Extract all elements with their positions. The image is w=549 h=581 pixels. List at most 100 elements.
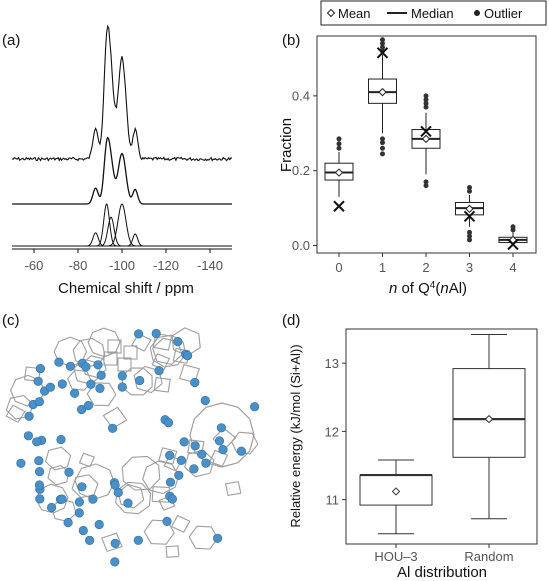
panel-label-a: (a) (2, 32, 21, 49)
al-atom (214, 436, 225, 446)
x-tick-label: 3 (466, 260, 473, 275)
box-mean (465, 204, 474, 214)
al-atom (94, 519, 104, 530)
al-atom (69, 388, 80, 398)
framework-ring (44, 446, 72, 471)
al-atom (179, 437, 189, 447)
framework-ring (35, 483, 69, 514)
box-outlier (423, 183, 429, 189)
al-atom (110, 557, 120, 567)
framework-ring (209, 449, 229, 467)
al-atom (110, 480, 120, 490)
y-axis-title: Fraction (278, 118, 295, 172)
y-tick-label: 0.2 (292, 163, 310, 178)
al-atom (201, 458, 211, 468)
nmr-component-peak (12, 233, 232, 247)
framework-ring (71, 474, 99, 499)
x-tick-label: Random (464, 549, 513, 564)
legend-frame (320, 0, 547, 26)
al-atom (77, 482, 87, 492)
x-tick-label: 1 (379, 260, 386, 275)
framework-ring (121, 455, 161, 491)
box-outlier (467, 188, 472, 194)
framework-ring (149, 334, 187, 368)
framework-ring (117, 357, 132, 372)
framework-ring (87, 327, 121, 358)
al-atom (190, 377, 200, 388)
al-atom (176, 455, 186, 465)
box-outlier (423, 104, 429, 110)
y-tick-label: 13 (325, 356, 339, 371)
panel-label-b: (b) (282, 32, 301, 49)
box-outlier (467, 229, 472, 235)
box-outlier (380, 37, 385, 43)
box-outlier (380, 151, 385, 157)
al-atom (64, 467, 74, 477)
nmr-x-tick-label: -120 (153, 258, 179, 273)
al-atom (34, 467, 45, 477)
al-atom (197, 449, 207, 459)
nmr-fitted-spectrum (12, 136, 232, 205)
al-atom (189, 464, 199, 474)
plot-frame (345, 328, 538, 545)
al-atom (32, 437, 42, 447)
box-outlier (467, 233, 472, 239)
al-atom (190, 441, 200, 451)
box-outlier (423, 179, 429, 185)
y-tick-label: 12 (325, 424, 339, 439)
framework-ring (151, 486, 170, 503)
box-outlier (380, 44, 385, 50)
box-mean (334, 168, 344, 177)
y-tick-label: 0.4 (292, 88, 310, 103)
box-mean (378, 87, 387, 97)
al-atom (133, 535, 143, 545)
framework-ring (86, 382, 117, 407)
al-atom (162, 516, 172, 526)
framework-ring (78, 452, 96, 468)
box-outlier (423, 97, 429, 103)
al-atom (57, 379, 67, 389)
al-atom (34, 480, 45, 490)
al-atom (23, 431, 33, 441)
x-tick-label: 4 (509, 260, 516, 275)
al-atom (154, 365, 164, 376)
al-atom (74, 508, 84, 518)
box-outlier (380, 145, 385, 151)
al-atom (200, 395, 210, 406)
al-atom (218, 445, 228, 455)
al-atom (96, 370, 106, 380)
al-atom (65, 361, 75, 371)
box-outlier (380, 136, 385, 142)
box-outlier (336, 145, 342, 151)
legend-mean-label: Mean (338, 6, 371, 21)
framework-large-ring (189, 402, 255, 468)
framework-ring (101, 532, 123, 552)
y-axis-title: Relative energy (kJ/mol (Si+Al)) (288, 344, 303, 527)
al-atom (135, 375, 145, 386)
al-atom (56, 434, 66, 445)
al-atom (134, 329, 144, 339)
panel-label-d: (d) (282, 312, 301, 329)
box-outlier (380, 140, 385, 146)
box-outlier (423, 93, 429, 99)
framework-ring (123, 345, 138, 360)
box-mean (421, 134, 431, 144)
legend-median-label: Median (411, 6, 454, 21)
al-atom (45, 382, 56, 392)
al-atom (165, 450, 175, 460)
al-atom (167, 494, 177, 504)
al-atom (81, 362, 91, 372)
box-mean (391, 487, 401, 496)
al-atom (46, 502, 57, 513)
al-atom (74, 497, 84, 507)
framework-ring (5, 404, 26, 423)
nmr-spectra-traces (11, 24, 233, 247)
zeolite-framework-structure (5, 327, 260, 567)
nmr-x-tick-label: -60 (25, 258, 44, 273)
al-atom (33, 376, 43, 386)
al-atom (88, 494, 98, 504)
framework-ring (102, 406, 128, 430)
box-cross-marker (463, 210, 476, 223)
al-atom (173, 336, 183, 347)
legend-outlier-marker (474, 10, 480, 16)
